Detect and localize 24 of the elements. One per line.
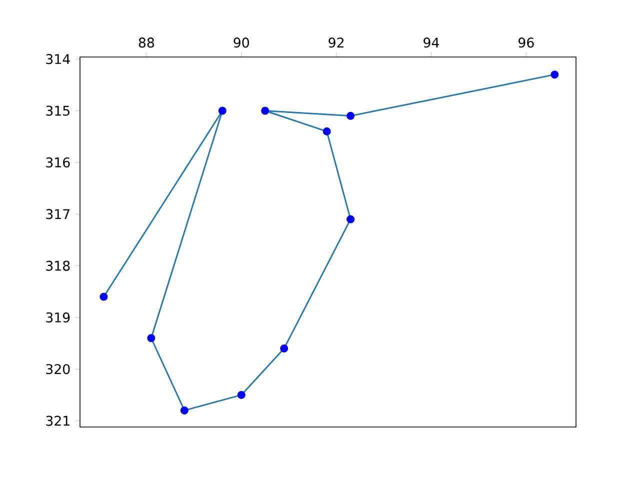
point (346, 112, 355, 120)
y-tick-label: 314 (46, 54, 70, 64)
x-tick-label: 90 (234, 38, 249, 48)
point (180, 406, 188, 414)
point (100, 292, 108, 301)
y-tick-label: 316 (46, 157, 70, 168)
y-tick-label: 320 (46, 364, 70, 374)
y-tick-label: 319 (46, 312, 70, 322)
y-tick-label: 318 (46, 260, 70, 271)
y-tick-label: 321 (46, 416, 70, 426)
y-tick-label: 317 (46, 209, 70, 220)
y-tick-label: 315 (46, 106, 70, 116)
x-tick-label: 88 (138, 38, 154, 48)
x-tick-label: 94 (424, 38, 439, 48)
point (322, 127, 331, 136)
point (237, 390, 246, 399)
point (280, 344, 288, 352)
x-tick-label: 96 (518, 38, 534, 48)
point (218, 106, 226, 115)
point (346, 215, 355, 224)
point (550, 70, 559, 79)
point (147, 334, 156, 342)
x-tick-label: 92 (328, 38, 344, 48)
point (261, 106, 270, 115)
